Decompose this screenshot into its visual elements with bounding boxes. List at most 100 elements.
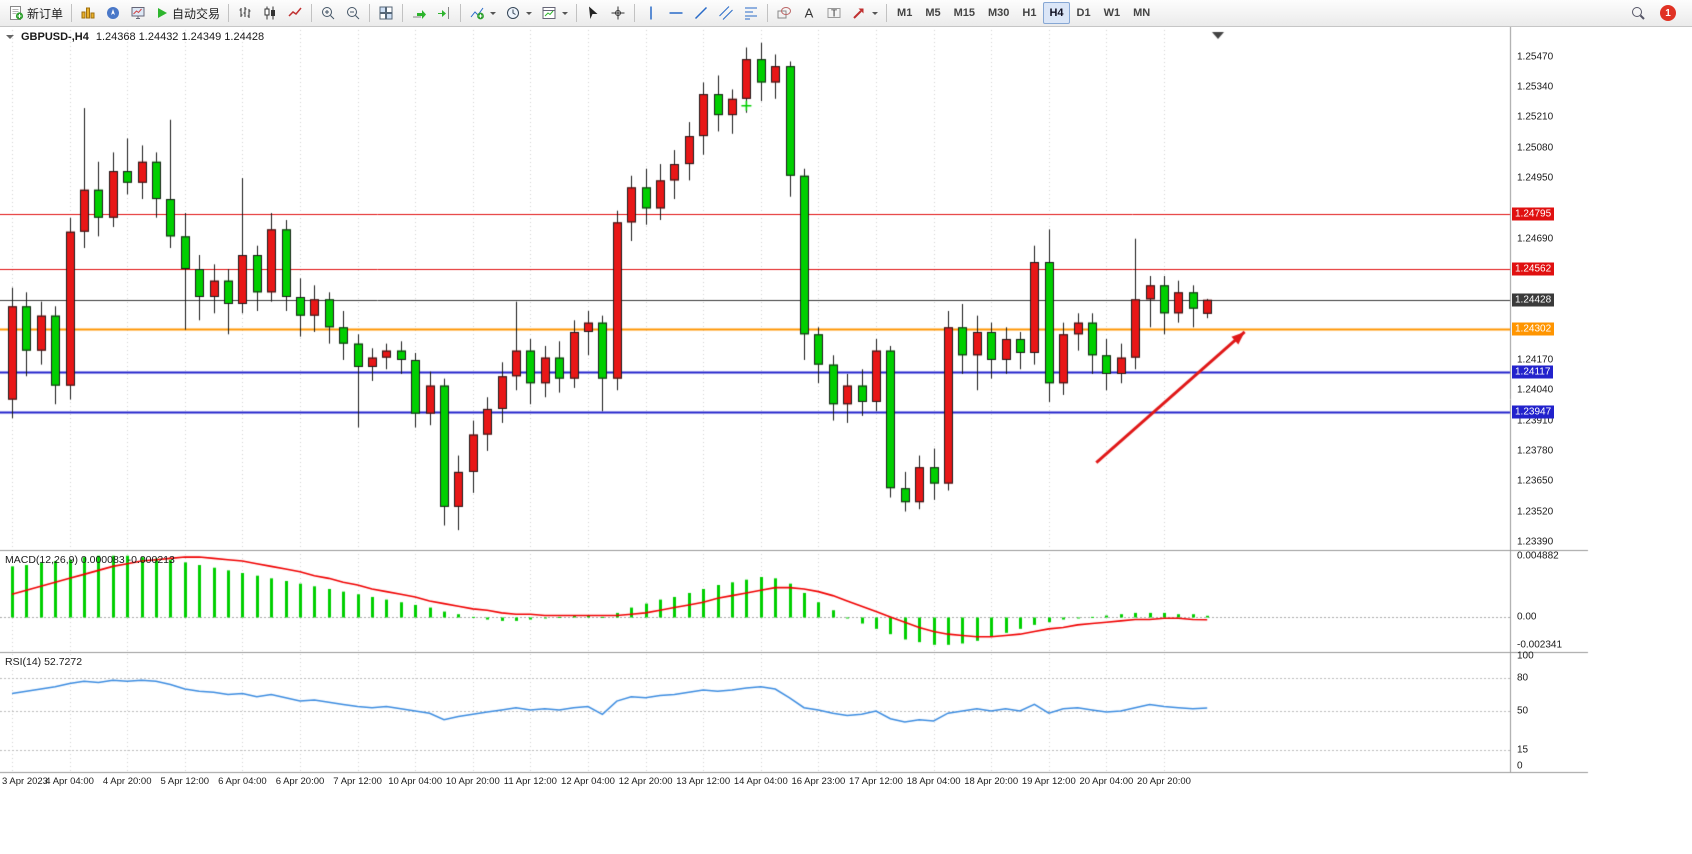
- zoom-in-button[interactable]: [316, 2, 340, 24]
- shapes-icon: [776, 5, 792, 21]
- cursor-icon: [585, 5, 601, 21]
- new-order-button[interactable]: 新订单: [4, 2, 67, 24]
- timeframe-button-m5[interactable]: M5: [919, 2, 946, 24]
- periods-dropdown-caret: [526, 12, 533, 18]
- search-button[interactable]: [1626, 2, 1650, 24]
- timeframe-toolbar: M1 M5 M15 M30 H1 H4 D1 W1 MN: [891, 2, 1156, 24]
- auto-scroll-icon: [411, 5, 427, 21]
- toolbar-separator: [71, 4, 73, 22]
- chart-ohlc-values: 1.24368 1.24432 1.24349 1.24428: [95, 31, 265, 43]
- candlestick-chart-icon: [262, 5, 278, 21]
- cursor-button[interactable]: [581, 2, 605, 24]
- terminal-button[interactable]: [126, 2, 150, 24]
- time-axis-label: 3 Apr 2023: [2, 776, 48, 787]
- timeframe-button-m15[interactable]: M15: [948, 2, 981, 24]
- macd-axis-label: -0.002341: [1517, 639, 1563, 651]
- periods-button[interactable]: [501, 2, 536, 24]
- navigator-icon: [105, 5, 121, 21]
- timeframe-button-mn[interactable]: MN: [1127, 2, 1156, 24]
- one-click-trading-icon[interactable]: [6, 35, 14, 43]
- zoom-out-button[interactable]: [341, 2, 365, 24]
- time-axis-label: 12 Apr 20:00: [618, 776, 673, 787]
- timeframe-button-m1[interactable]: M1: [891, 2, 918, 24]
- time-axis-label: 13 Apr 12:00: [676, 776, 731, 787]
- rsi-axis-label: 50: [1517, 705, 1529, 717]
- time-axis-label: 4 Apr 04:00: [45, 776, 94, 787]
- chart-symbol-period: GBPUSD-,H4: [21, 31, 89, 43]
- arrows-button[interactable]: [847, 2, 882, 24]
- shapes-button[interactable]: [772, 2, 796, 24]
- svg-text:T: T: [831, 9, 837, 20]
- level-price-label: 1.24428: [1512, 293, 1555, 307]
- templates-button[interactable]: [537, 2, 572, 24]
- price-tick-label: 1.23780: [1517, 445, 1554, 457]
- rsi-axis-label: 15: [1517, 744, 1529, 755]
- crosshair-button[interactable]: [606, 2, 630, 24]
- timeframe-button-d1[interactable]: D1: [1071, 2, 1097, 24]
- arrows-icon: [851, 5, 867, 21]
- autotrading-button[interactable]: 自动交易: [151, 2, 224, 24]
- equidistant-channel-icon: [718, 5, 734, 21]
- toolbar-separator: [369, 4, 371, 22]
- toolbar-separator: [576, 4, 578, 22]
- notification-badge[interactable]: 1: [1660, 5, 1676, 21]
- timeframe-button-w1[interactable]: W1: [1098, 2, 1127, 24]
- time-axis-label: 18 Apr 20:00: [964, 776, 1019, 787]
- vertical-line-button[interactable]: [639, 2, 663, 24]
- toolbar-separator: [634, 4, 636, 22]
- timeframe-button-m30[interactable]: M30: [982, 2, 1015, 24]
- price-tick-label: 1.24950: [1517, 172, 1554, 184]
- bar-chart-button[interactable]: [233, 2, 257, 24]
- zoom-in-icon: [320, 5, 336, 21]
- auto-scroll-button[interactable]: [407, 2, 431, 24]
- arrows-dropdown-caret: [872, 12, 879, 18]
- time-axis-label: 17 Apr 12:00: [849, 776, 903, 787]
- time-axis-label: 10 Apr 20:00: [445, 776, 500, 787]
- periods-icon: [505, 5, 521, 21]
- time-axis-label: 12 Apr 04:00: [561, 776, 615, 787]
- timeframe-button-h4[interactable]: H4: [1043, 2, 1070, 24]
- chart-canvas[interactable]: [0, 27, 1692, 854]
- fibonacci-button[interactable]: [739, 2, 763, 24]
- rsi-axis-label: 0: [1517, 760, 1523, 772]
- market-watch-icon: [80, 5, 96, 21]
- text-icon: A: [801, 5, 817, 21]
- time-axis-label: 6 Apr 20:00: [275, 776, 325, 787]
- crosshair-icon: [610, 5, 626, 21]
- text-label-icon: T: [826, 5, 842, 21]
- toolbar-separator: [402, 4, 404, 22]
- new-order-icon: [8, 5, 24, 21]
- text-button[interactable]: A: [797, 2, 821, 24]
- macd-indicator-label: MACD(12,26,9) 0.000083 -0.000213: [5, 554, 175, 566]
- market-watch-button[interactable]: [76, 2, 100, 24]
- indicators-button[interactable]: [465, 2, 500, 24]
- chart-shift-button[interactable]: [432, 2, 456, 24]
- level-price-label: 1.24117: [1512, 365, 1554, 379]
- timeframe-button-h1[interactable]: H1: [1016, 2, 1042, 24]
- equidistant-channel-button[interactable]: [714, 2, 738, 24]
- zoom-out-icon: [345, 5, 361, 21]
- navigator-button[interactable]: [101, 2, 125, 24]
- price-tick-label: 1.23520: [1517, 506, 1554, 518]
- trendline-button[interactable]: [689, 2, 713, 24]
- price-tick-label: 1.24170: [1517, 354, 1554, 366]
- chart-shift-icon: [436, 5, 452, 21]
- rsi-axis-label: 80: [1517, 672, 1529, 684]
- horizontal-line-button[interactable]: [664, 2, 688, 24]
- text-label-button[interactable]: T: [822, 2, 846, 24]
- templates-dropdown-caret: [562, 12, 569, 18]
- candlestick-chart-button[interactable]: [258, 2, 282, 24]
- tile-windows-button[interactable]: [374, 2, 398, 24]
- time-axis-label: 6 Apr 04:00: [218, 776, 267, 787]
- time-axis-label: 5 Apr 12:00: [160, 776, 210, 787]
- toolbar-separator: [311, 4, 313, 22]
- horizontal-line-icon: [668, 5, 684, 21]
- toolbar-separator: [228, 4, 230, 22]
- main-toolbar: 新订单 自动交易 A T M1 M5 M15 M30 H1 H4 D1 W1 MN 1: [0, 0, 1692, 27]
- search-icon: [1630, 5, 1646, 21]
- line-chart-button[interactable]: [283, 2, 307, 24]
- toolbar-right-group: 1: [1626, 2, 1688, 24]
- line-chart-icon: [287, 5, 303, 21]
- indicators-icon: [469, 5, 485, 21]
- time-axis-label: 4 Apr 20:00: [102, 776, 152, 787]
